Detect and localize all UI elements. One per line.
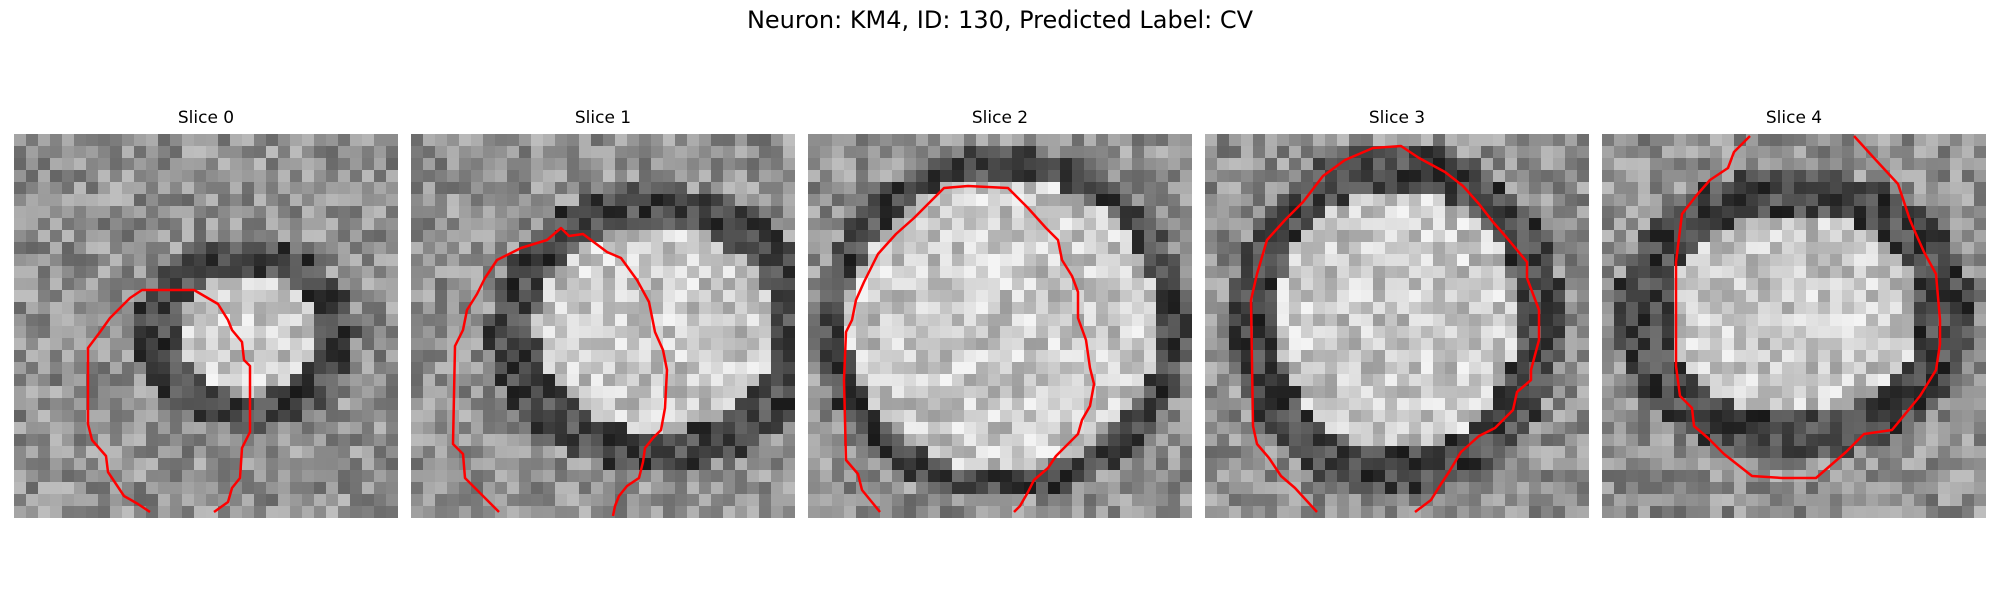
slice-title-4: Slice 4	[1765, 108, 1823, 128]
figure-title: Neuron: KM4, ID: 130, Predicted Label: C…	[746, 6, 1254, 34]
slice-panels: Slice 0 Slice 1 Slice 2 Slice 3 Slice 4	[14, 108, 1986, 518]
slice-panel-0: Slice 0	[14, 108, 398, 518]
slice-title-2: Slice 2	[971, 108, 1029, 128]
slice-title-0: Slice 0	[177, 108, 235, 128]
slice-image-0	[14, 134, 398, 518]
slice-image-3	[1205, 134, 1589, 518]
slice-image-1	[411, 134, 795, 518]
slice-panel-4: Slice 4	[1602, 108, 1986, 518]
slice-image-4	[1602, 134, 1986, 518]
slice-image-2	[808, 134, 1192, 518]
contour-line-1	[451, 226, 669, 517]
contour-line-3	[1249, 144, 1541, 513]
slice-panel-2: Slice 2	[808, 108, 1192, 518]
contour-line-2	[842, 184, 1096, 513]
slice-title-1: Slice 1	[574, 108, 632, 128]
contour-line-0	[86, 288, 252, 514]
contour-line-4	[1674, 135, 1942, 480]
slice-panel-3: Slice 3	[1205, 108, 1589, 518]
slice-title-3: Slice 3	[1368, 108, 1426, 128]
slice-panel-1: Slice 1	[411, 108, 795, 518]
